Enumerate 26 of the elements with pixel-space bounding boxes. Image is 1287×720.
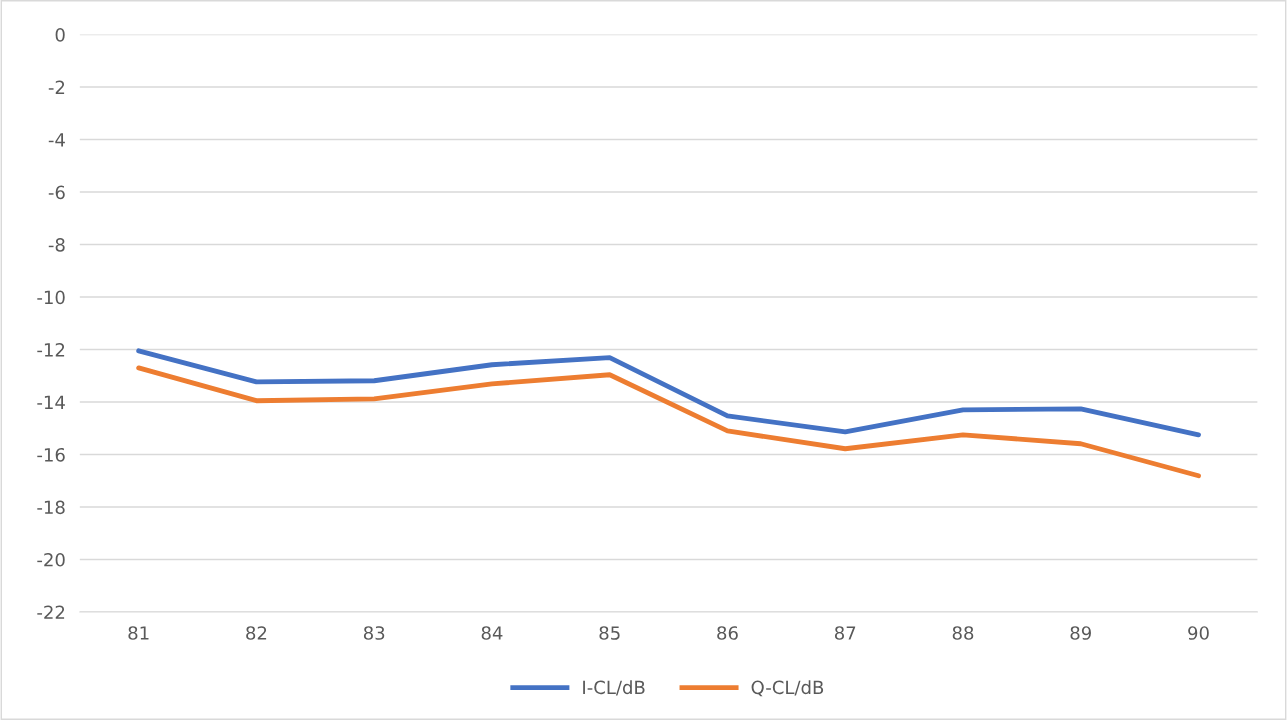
y-tick-label: -8: [48, 238, 65, 252]
x-tick-label: 84: [481, 626, 503, 640]
y-tick-label: -2: [48, 80, 65, 94]
y-tick-label: -16: [37, 447, 65, 462]
line-series: [136, 365, 1201, 479]
legend-label: Q-CL/dB: [751, 680, 824, 697]
x-tick-label: 89: [1070, 626, 1091, 640]
x-tick-label: 86: [717, 626, 738, 640]
y-tick-label: -10: [37, 290, 65, 305]
x-tick-label: 83: [363, 626, 385, 640]
x-tick-label: 90: [1188, 626, 1209, 640]
x-tick-label: 85: [599, 626, 620, 640]
y-tick-label: -12: [37, 342, 65, 357]
y-tick-label: -14: [37, 395, 65, 409]
y-tick-label: -4: [48, 133, 65, 147]
x-tick-label: 87: [834, 626, 856, 640]
x-tick-label: 81: [128, 626, 149, 640]
y-tick-label: -20: [37, 552, 65, 567]
y-tick-label: -22: [37, 605, 65, 619]
y-tick-label: -18: [37, 500, 65, 515]
x-tick-label: 88: [952, 626, 974, 640]
y-tick-label: -6: [48, 185, 65, 200]
legend-label: I-CL/dB: [583, 680, 645, 696]
line-series: [136, 348, 1201, 438]
y-tick-label: 0: [55, 28, 65, 42]
x-tick-label: 82: [246, 626, 267, 640]
